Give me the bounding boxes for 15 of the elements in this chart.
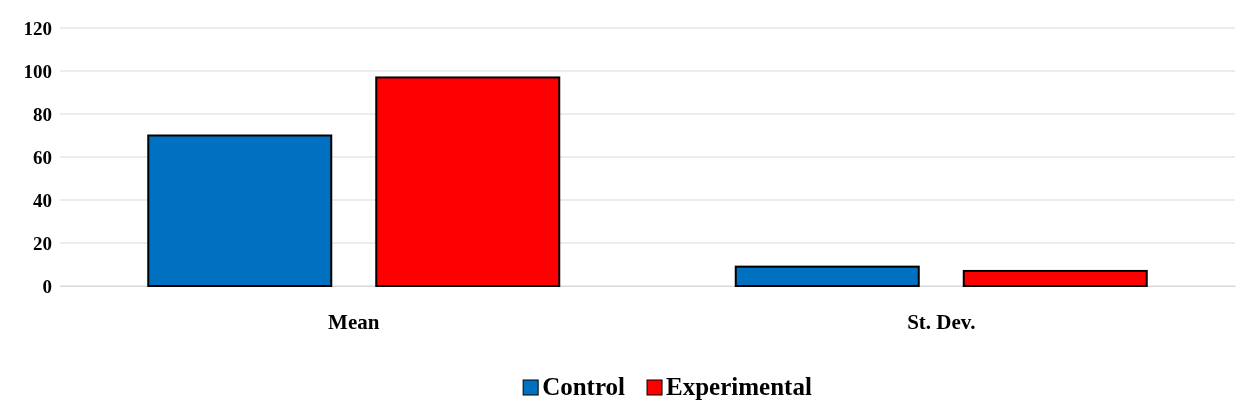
- legend-label: Experimental: [666, 373, 812, 400]
- bar: [734, 265, 920, 287]
- y-tick-label: 60: [33, 146, 52, 168]
- bar: [962, 269, 1148, 287]
- y-tick-label: 80: [33, 103, 52, 125]
- y-tick-label: 100: [23, 60, 52, 82]
- y-tick-label: 20: [33, 232, 52, 254]
- x-tick-label: St. Dev.: [907, 309, 976, 334]
- y-tick-label: 120: [23, 17, 52, 39]
- legend-label: Control: [542, 373, 626, 400]
- bar: [375, 76, 561, 287]
- x-tick-label: Mean: [328, 309, 380, 334]
- bar: [147, 134, 333, 287]
- y-tick-label: 40: [33, 189, 52, 211]
- y-tick-label: 0: [42, 275, 52, 297]
